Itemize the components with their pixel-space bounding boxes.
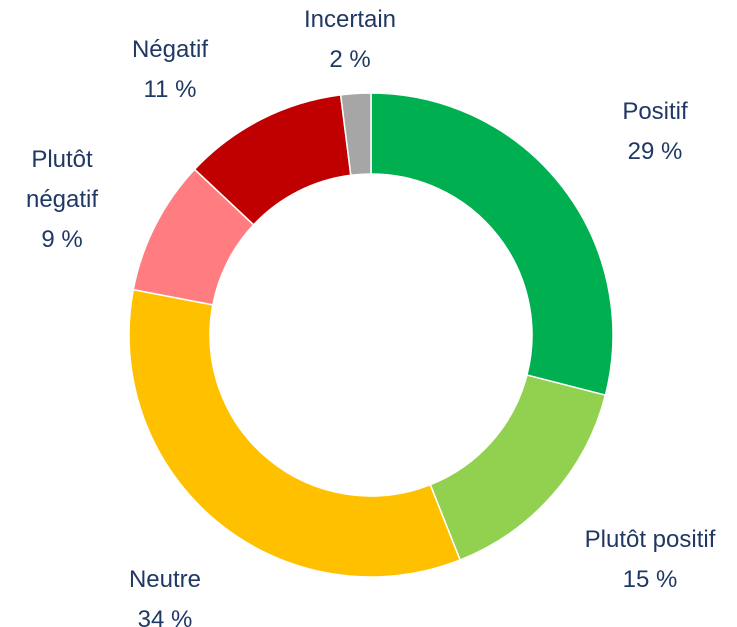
value-label: 29 % bbox=[627, 138, 683, 165]
value-label: 2 % bbox=[329, 46, 371, 73]
slice-label: Plutôt négatif 9 % bbox=[7, 140, 117, 260]
donut-slice bbox=[370, 92, 614, 397]
slice-label: Neutre 34 % bbox=[65, 560, 265, 627]
value-label: 15 % bbox=[622, 566, 678, 593]
slice-label: Négatif 11 % bbox=[70, 30, 270, 110]
category-name: Incertain bbox=[303, 6, 397, 33]
value-label: 11 % bbox=[143, 76, 197, 103]
value-label: 34 % bbox=[137, 606, 193, 627]
category-name: Plutôt positif bbox=[584, 526, 716, 553]
slice-label: Positif 29 % bbox=[555, 92, 737, 172]
category-name: Neutre bbox=[128, 566, 202, 593]
value-label: 9 % bbox=[41, 226, 83, 253]
category-name: Plutôt négatif bbox=[25, 146, 99, 213]
slice-label: Incertain 2 % bbox=[250, 0, 450, 80]
category-name: Négatif bbox=[131, 36, 209, 63]
slice-label: Plutôt positif 15 % bbox=[550, 520, 737, 600]
donut-slice bbox=[128, 288, 462, 578]
donut-slice bbox=[339, 92, 372, 177]
category-name: Positif bbox=[622, 98, 688, 125]
